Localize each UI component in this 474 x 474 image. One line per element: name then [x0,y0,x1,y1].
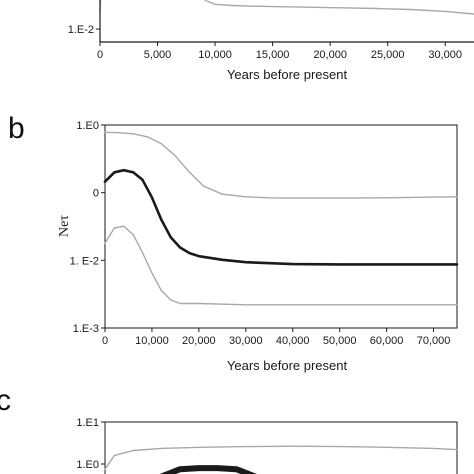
panel-c-y-tick-label: 1.E0 [76,459,99,471]
panel-c-median-line [159,465,257,474]
panel-c-y-ticks: 1.E1 1.E0 [76,417,105,471]
panel-a-x-tick-label: 15,000 [256,49,290,61]
panel-b-x-tick-label: 10,000 [135,335,169,347]
panel-b-x-tick-label: 0 [102,335,108,347]
panel-a-y-tick-label: 1.E-2 [68,24,94,36]
panel-a-x-tick-label: 10,000 [198,49,232,61]
panel-label-c: c [0,384,11,417]
panel-b-x-ticks: 0 10,000 20,000 30,000 40,000 50,000 60,000 70,… [102,328,450,347]
panel-b-lower-hpd-line [104,225,458,306]
panel-b-x-tick-label: 30,000 [229,335,263,347]
panel-b-x-axis-label: Years before present [227,358,348,373]
panel-c-series [104,445,458,474]
panel-b-y-tick-label: 0 [93,188,99,200]
panel-b-y-axis-label: Neτ [57,215,72,237]
panel-b-upper-hpd-line [104,131,458,199]
panel-a-x-ticks: 0 5,000 10,000 15,000 20,000 25,000 30,000 [97,42,462,61]
panel-b-x-tick-label: 70,000 [417,335,451,347]
panel-a-x-tick-label: 25,000 [371,49,405,61]
panel-b-x-tick-label: 40,000 [276,335,310,347]
panel-a-x-tick-label: 30,000 [428,49,462,61]
panel-c: c 1.E1 1.E0 [0,384,458,474]
panel-b-y-tick-label: 1. E-2 [70,255,99,267]
panel-b-y-tick-label: 1.E-3 [73,323,99,335]
panel-b-x-tick-label: 50,000 [323,335,357,347]
panel-a-x-axis-label: Years before present [227,67,348,82]
panel-a-x-tick-label: 5,000 [144,49,172,61]
panel-c-y-tick-label: 1.E1 [76,417,99,429]
panel-a-series [99,0,474,15]
panel-a-x-tick-label: 0 [97,49,103,61]
panel-b-median-line [103,168,459,266]
panel-b: b 0 10,000 20,000 30,000 40,000 50,000 60,000 7… [8,112,459,373]
panel-b-series [103,131,459,306]
panel-b-y-tick-label: 1.E0 [76,120,99,132]
panel-b-x-tick-label: 60,000 [370,335,404,347]
panel-b-y-ticks: 1.E0 0 1. E-2 1.E-3 [70,120,105,335]
panel-a: 0 5,000 10,000 15,000 20,000 25,000 30,000 1.E… [68,0,474,82]
panel-c-plot-area [104,421,458,474]
panel-c-upper-hpd-line [104,445,458,470]
panel-label-b: b [8,112,25,145]
panel-b-plot-area [104,124,458,329]
panel-b-x-tick-label: 20,000 [182,335,216,347]
panel-a-x-tick-label: 20,000 [313,49,347,61]
panel-a-upper-hpd-line [204,0,474,15]
panel-a-y-ticks: 1.E-2 [68,24,100,36]
